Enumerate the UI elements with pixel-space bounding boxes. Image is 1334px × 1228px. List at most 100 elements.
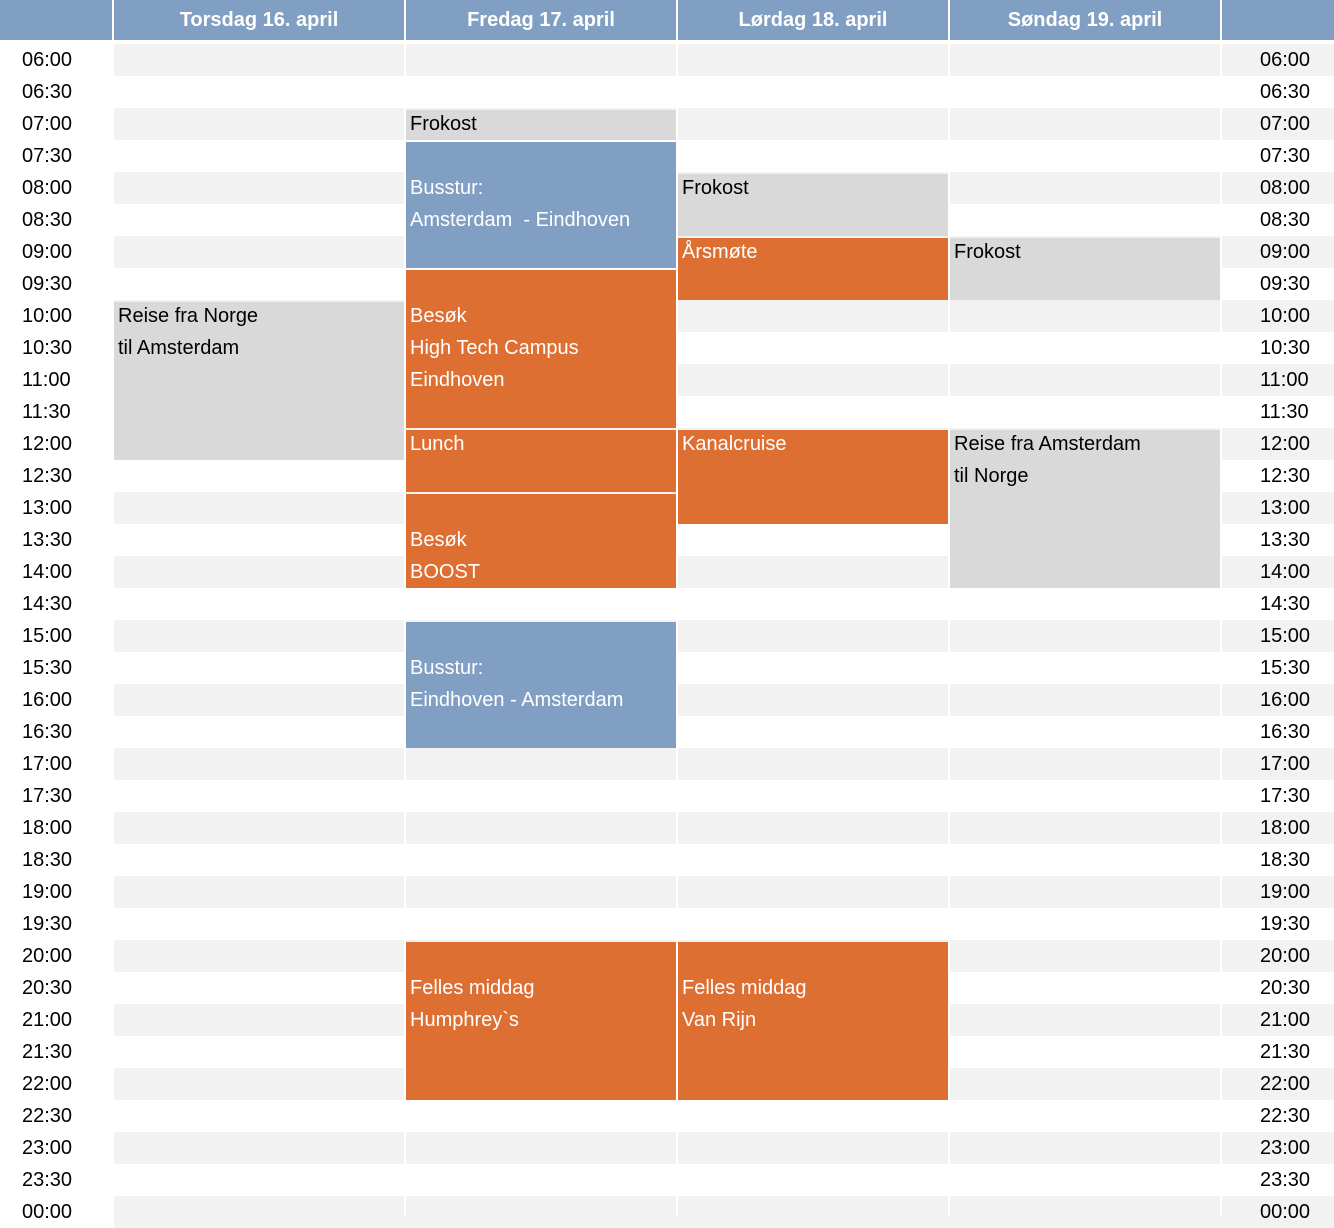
corner-header-right: [1222, 0, 1334, 40]
time-row: 23:00 23:00: [0, 1132, 1334, 1164]
row-background: [114, 812, 1334, 844]
event-label: Reise fra Norge til Amsterdam: [118, 300, 404, 364]
time-label-right: 08:30: [1260, 209, 1311, 231]
time-label-right: 18:00: [1260, 817, 1311, 839]
time-label-left: 10:00: [22, 305, 73, 327]
time-label-left: 11:30: [22, 401, 71, 423]
time-label-right: 13:00: [1260, 497, 1311, 519]
column-divider: [948, 44, 950, 1216]
row-background: [114, 780, 1334, 812]
time-label-right: 23:00: [1260, 1137, 1311, 1159]
event-label: Frokost: [954, 236, 1220, 268]
time-label-left: 10:30: [22, 337, 73, 359]
time-row: 06:30 06:30: [0, 76, 1334, 108]
time-label-left: 06:30: [22, 81, 73, 103]
time-label-right: 17:30: [1260, 785, 1311, 807]
time-label-left: 18:30: [22, 849, 73, 871]
event-block[interactable]: Felles middag Van Rijn: [678, 942, 948, 1100]
time-row: 08:30 08:30: [0, 204, 1334, 236]
time-label-left: 19:00: [22, 881, 73, 903]
time-label-right: 11:30: [1260, 401, 1309, 423]
time-label-right: 10:30: [1260, 337, 1311, 359]
time-label-left: 23:30: [22, 1169, 73, 1191]
event-label-line: Van Rijn: [682, 1009, 757, 1031]
row-background: [114, 684, 1334, 716]
time-row: 17:00 17:00: [0, 748, 1334, 780]
event-block[interactable]: Busstur: Amsterdam - Eindhoven: [406, 142, 676, 268]
time-row: 07:30 07:30: [0, 140, 1334, 172]
row-background: [114, 1196, 1334, 1228]
event-block[interactable]: Frokost: [950, 238, 1220, 300]
event-block[interactable]: Lunch: [406, 430, 676, 492]
row-background: [114, 748, 1334, 780]
row-background: [114, 876, 1334, 908]
time-label-right: 14:30: [1260, 593, 1311, 615]
row-background: [114, 588, 1334, 620]
event-label-line: Kanalcruise: [682, 433, 787, 455]
event-block[interactable]: Besøk High Tech Campus Eindhoven: [406, 270, 676, 428]
event-label-line: Besøk: [410, 529, 467, 551]
event-label-line: Frokost: [954, 241, 1021, 263]
event-label: Reise fra Amsterdam til Norge: [954, 428, 1220, 492]
event-block[interactable]: Reise fra Amsterdam til Norge: [950, 430, 1220, 588]
time-row: 19:30 19:30: [0, 908, 1334, 940]
time-row: 17:30 17:30: [0, 780, 1334, 812]
column-divider: [404, 44, 406, 1216]
event-block[interactable]: Frokost: [406, 110, 676, 140]
time-label-right: 10:00: [1260, 305, 1311, 327]
time-label-left: 17:00: [22, 753, 73, 775]
row-background: [114, 44, 1334, 76]
event-label: Besøk High Tech Campus Eindhoven: [410, 300, 676, 396]
time-label-right: 22:30: [1260, 1105, 1311, 1127]
row-background: [114, 76, 1334, 108]
time-row: 18:30 18:30: [0, 844, 1334, 876]
event-label: Frokost: [682, 172, 948, 204]
time-label-left: 17:30: [22, 785, 73, 807]
time-label-left: 00:00: [22, 1201, 73, 1223]
time-label-right: 16:00: [1260, 689, 1311, 711]
event-label-line: Frokost: [410, 113, 477, 135]
event-label-line: til Amsterdam: [118, 337, 240, 359]
time-label-right: 12:30: [1260, 465, 1311, 487]
time-label-left: 12:30: [22, 465, 73, 487]
time-label-right: 19:30: [1260, 913, 1311, 935]
event-label: Busstur: Amsterdam - Eindhoven: [410, 172, 676, 236]
event-label-line: High Tech Campus: [410, 337, 579, 359]
time-label-left: 07:30: [22, 145, 73, 167]
time-label-left: 06:00: [22, 49, 73, 71]
time-label-left: 22:00: [22, 1073, 73, 1095]
event-block[interactable]: Frokost: [678, 174, 948, 236]
column-divider: [1220, 44, 1222, 1216]
event-block[interactable]: Busstur: Eindhoven - Amsterdam: [406, 622, 676, 748]
event-label-line: Reise fra Amsterdam: [954, 433, 1141, 455]
event-block[interactable]: Felles middag Humphrey`s: [406, 942, 676, 1100]
time-label-right: 16:30: [1260, 721, 1311, 743]
event-block[interactable]: Kanalcruise: [678, 430, 948, 524]
event-block[interactable]: Besøk BOOST: [406, 494, 676, 588]
time-label-right: 20:00: [1260, 945, 1311, 967]
time-label-left: 07:00: [22, 113, 73, 135]
event-label-line: Felles middag: [682, 977, 807, 999]
event-label-line: Busstur:: [410, 657, 484, 679]
time-label-right: 22:00: [1260, 1073, 1311, 1095]
event-block[interactable]: Reise fra Norge til Amsterdam: [114, 302, 404, 460]
time-row: 16:00 16:00: [0, 684, 1334, 716]
time-label-right: 20:30: [1260, 977, 1311, 999]
time-label-left: 15:00: [22, 625, 73, 647]
time-label-right: 21:00: [1260, 1009, 1311, 1031]
day-header-thursday: Torsdag 16. april: [114, 0, 404, 40]
time-label-right: 06:30: [1260, 81, 1311, 103]
time-label-left: 19:30: [22, 913, 73, 935]
event-block[interactable]: Årsmøte: [678, 238, 948, 300]
event-label: Besøk BOOST: [410, 524, 676, 588]
time-label-left: 16:30: [22, 721, 73, 743]
corner-header-left: [0, 0, 112, 40]
time-label-right: 18:30: [1260, 849, 1311, 871]
event-label-line: Amsterdam - Eindhoven: [410, 209, 631, 231]
event-label-line: Eindhoven: [410, 369, 505, 391]
time-label-left: 22:30: [22, 1105, 73, 1127]
day-header-friday: Fredag 17. april: [406, 0, 676, 40]
row-background: [114, 140, 1334, 172]
time-row: 13:30 13:30: [0, 524, 1334, 556]
event-label-line: Eindhoven - Amsterdam: [410, 689, 624, 711]
